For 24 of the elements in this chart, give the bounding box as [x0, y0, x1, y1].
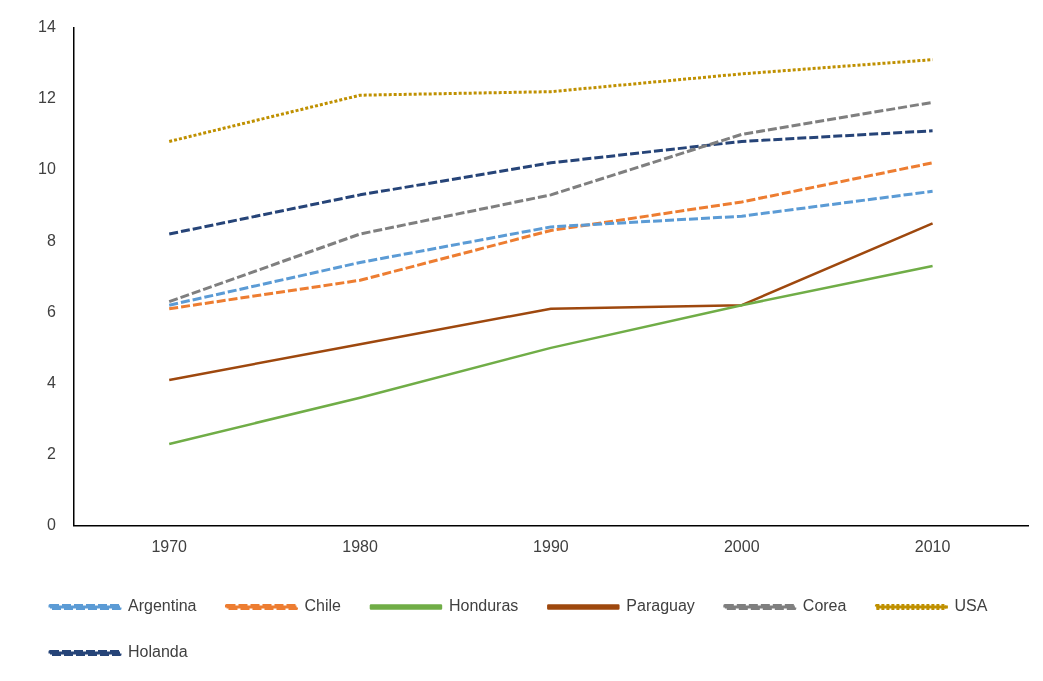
y-tick-label: 14 — [38, 18, 56, 36]
legend-label: Chile — [304, 597, 342, 615]
y-tick-label: 0 — [46, 516, 56, 534]
legend-label: Corea — [802, 597, 847, 615]
y-tick-label: 6 — [46, 302, 56, 320]
legend-label: Paraguay — [626, 597, 695, 615]
x-tick-label: 1970 — [151, 537, 188, 555]
x-tick-label: 2010 — [914, 537, 951, 555]
x-tick-label: 2000 — [723, 537, 760, 555]
legend-label: USA — [954, 597, 988, 615]
x-tick-label: 1980 — [342, 537, 378, 555]
line-series — [167, 129, 935, 236]
y-tick-label: 4 — [46, 373, 56, 391]
legend-label: Holanda — [128, 643, 188, 661]
y-tick-label: 8 — [46, 231, 56, 249]
x-tick-label: 1990 — [533, 537, 569, 555]
y-tick-label: 10 — [38, 160, 56, 178]
legend-label: Honduras — [448, 597, 519, 615]
line-series — [167, 161, 935, 311]
legend-label: Argentina — [128, 597, 197, 615]
line-series — [167, 58, 935, 143]
line-series — [167, 189, 935, 307]
y-tick-label: 12 — [38, 89, 56, 107]
y-tick-label: 2 — [46, 445, 56, 463]
